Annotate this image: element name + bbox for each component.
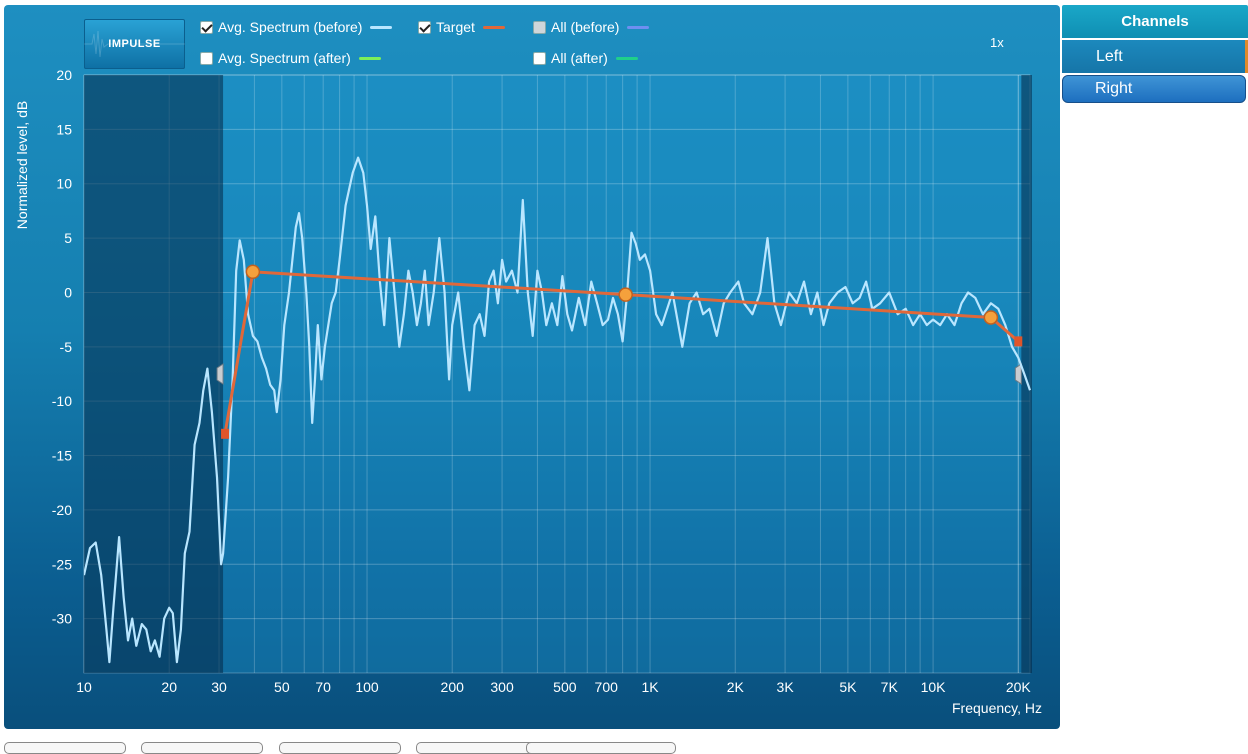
x-tick-label: 1K bbox=[641, 679, 659, 695]
x-tick-label: 200 bbox=[441, 679, 465, 695]
x-tick-label: 20 bbox=[161, 679, 177, 695]
impulse-label: IMPULSE bbox=[108, 38, 161, 50]
low-range-handle[interactable] bbox=[216, 363, 224, 385]
all-after-swatch bbox=[615, 56, 638, 60]
x-tick-label: 5K bbox=[839, 679, 857, 695]
x-tick-label: 70 bbox=[315, 679, 331, 695]
y-tick-label: -25 bbox=[52, 556, 72, 572]
y-tick-label: 15 bbox=[56, 121, 72, 137]
excluded-high-region bbox=[1021, 75, 1032, 673]
bottom-button-4[interactable] bbox=[416, 742, 538, 754]
x-tick-label: 30 bbox=[211, 679, 227, 695]
bottom-button-2[interactable] bbox=[141, 742, 263, 754]
avg-after-swatch bbox=[358, 56, 381, 60]
target-handle[interactable] bbox=[983, 310, 999, 325]
all-before-label: All (before) bbox=[551, 19, 620, 35]
avg-after-checkbox[interactable] bbox=[200, 51, 213, 65]
y-axis-label: Normalized level, dB bbox=[14, 101, 30, 229]
high-range-handle[interactable] bbox=[1014, 363, 1022, 385]
legend-all-after[interactable]: All (after) bbox=[533, 50, 638, 66]
channel-right[interactable]: Right bbox=[1062, 75, 1246, 103]
bottom-button-5[interactable] bbox=[526, 742, 676, 754]
x-tick-label: 7K bbox=[881, 679, 899, 695]
x-tick-label: 10 bbox=[76, 679, 92, 695]
channel-left[interactable]: Left bbox=[1062, 40, 1248, 73]
target-label: Target bbox=[436, 19, 475, 35]
x-tick-label: 100 bbox=[355, 679, 379, 695]
avg-spectrum-before-line bbox=[84, 156, 1032, 664]
target-swatch bbox=[482, 25, 505, 29]
x-tick-label: 500 bbox=[553, 679, 577, 695]
excluded-low-region bbox=[84, 75, 224, 673]
target-end-point bbox=[1014, 336, 1023, 347]
plot-area bbox=[83, 74, 1031, 674]
bottom-button-1[interactable] bbox=[4, 742, 126, 754]
target-handle[interactable] bbox=[245, 264, 261, 280]
y-tick-label: -20 bbox=[52, 502, 72, 518]
x-tick-label: 700 bbox=[595, 679, 619, 695]
all-before-checkbox[interactable] bbox=[533, 20, 546, 34]
legend-target[interactable]: Target bbox=[418, 19, 505, 35]
y-tick-label: 10 bbox=[56, 176, 72, 192]
legend-avg-after[interactable]: Avg. Spectrum (after) bbox=[200, 50, 381, 66]
x-axis-label: Frequency, Hz bbox=[952, 700, 1042, 716]
x-tick-label: 2K bbox=[727, 679, 745, 695]
avg-after-label: Avg. Spectrum (after) bbox=[218, 50, 351, 66]
target-checkbox[interactable] bbox=[418, 20, 431, 34]
y-tick-label: -15 bbox=[52, 448, 72, 464]
channels-sidebar: Channels Left Right bbox=[1062, 5, 1248, 103]
avg-before-checkbox[interactable] bbox=[200, 20, 213, 34]
avg-before-label: Avg. Spectrum (before) bbox=[218, 19, 363, 35]
legend-avg-before[interactable]: Avg. Spectrum (before) bbox=[200, 19, 393, 35]
waveform-icon bbox=[84, 30, 185, 58]
y-tick-label: -30 bbox=[52, 611, 72, 627]
avg-before-swatch bbox=[370, 25, 393, 29]
x-tick-label: 50 bbox=[274, 679, 290, 695]
y-tick-label: 20 bbox=[56, 67, 72, 83]
target-end-point bbox=[221, 428, 230, 439]
zoom-level[interactable]: 1x bbox=[990, 35, 1004, 50]
all-after-label: All (after) bbox=[551, 50, 608, 66]
bottom-button-3[interactable] bbox=[279, 742, 401, 754]
all-before-swatch bbox=[627, 25, 650, 29]
impulse-button[interactable]: IMPULSE bbox=[84, 19, 185, 69]
x-tick-label: 300 bbox=[490, 679, 514, 695]
target-handle[interactable] bbox=[618, 287, 633, 302]
spectrum-panel: 20 15 10 5 0 -5 -10 -15 -20 -25 -30 10 20 30 50 70 100 20… bbox=[4, 5, 1060, 729]
x-tick-label: 20K bbox=[1006, 679, 1032, 695]
y-tick-label: -10 bbox=[52, 393, 72, 409]
x-tick-label: 10K bbox=[921, 679, 947, 695]
legend-all-before[interactable]: All (before) bbox=[533, 19, 650, 35]
y-tick-label: -5 bbox=[60, 339, 73, 355]
y-tick-label: 0 bbox=[64, 284, 72, 300]
x-tick-label: 3K bbox=[777, 679, 795, 695]
channels-header: Channels bbox=[1062, 5, 1248, 38]
y-tick-label: 5 bbox=[64, 230, 72, 246]
all-after-checkbox[interactable] bbox=[533, 51, 546, 65]
